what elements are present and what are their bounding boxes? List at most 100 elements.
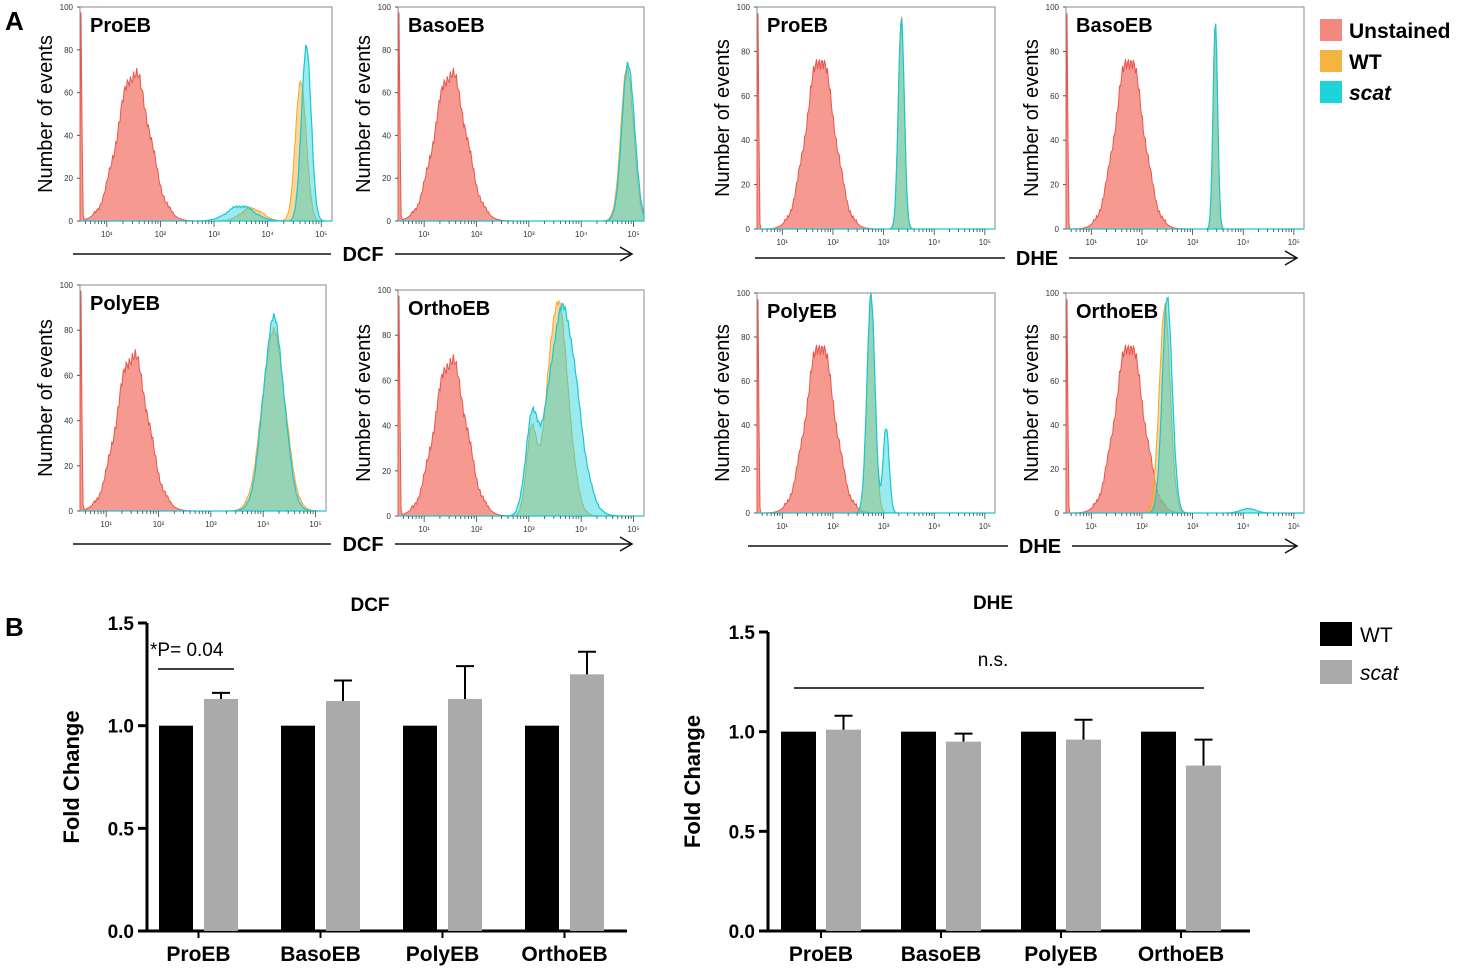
- histogram-title: ProEB: [90, 15, 151, 37]
- x-tick-label: 10¹: [100, 520, 112, 529]
- x-tick-label: 10⁴: [1237, 522, 1250, 531]
- legend-label: WT: [1360, 624, 1393, 647]
- scat-histogram: [757, 293, 995, 514]
- legend-swatch: [1320, 19, 1342, 41]
- significance-label: *P= 0.04: [150, 640, 224, 661]
- bar-chart-dcf: DCF 0.0 0.5 1.0 1.5 Fold Change ProEB BasoEB Pol…: [59, 595, 627, 966]
- x-tick-label: 10³: [523, 230, 535, 239]
- wt-bar: [1021, 731, 1056, 931]
- wt-bar: [159, 725, 193, 931]
- histogram-title: PolyEB: [767, 301, 837, 323]
- y-tick-label: 0: [69, 217, 74, 226]
- y-tick-label: 40: [64, 417, 73, 426]
- bar-chart-title: DCF: [350, 595, 389, 616]
- x-tick-label: OrthoEB: [521, 943, 607, 966]
- histogram-title: PolyEB: [90, 293, 160, 315]
- significance-label: n.s.: [978, 650, 1009, 671]
- y-tick-label: 40: [741, 421, 750, 430]
- legend-swatch: [1320, 660, 1352, 684]
- x-tick-label: 10²: [1136, 238, 1148, 247]
- scat-histogram: [757, 18, 995, 230]
- y-tick-label: 60: [741, 377, 750, 386]
- y-axis-label: Number of events: [712, 39, 734, 197]
- arrow-head: [1284, 538, 1299, 554]
- x-tick-label: 10¹: [418, 230, 430, 239]
- flow-legend-item: Unstained: [1320, 19, 1451, 43]
- y-tick-label: 80: [741, 47, 750, 56]
- y-axis-label: Number of events: [712, 324, 734, 482]
- y-tick-label: 0: [746, 509, 751, 518]
- x-tick-label: 10¹: [777, 522, 789, 531]
- x-arrow-dhe: DHE: [755, 248, 1299, 270]
- bar-charts: DCF 0.0 0.5 1.0 1.5 Fold Change ProEB BasoEB Pol…: [59, 593, 1250, 966]
- y-tick-label: 1.0: [108, 717, 134, 738]
- x-tick-label: 10⁵: [1288, 522, 1300, 531]
- y-tick-label: 20: [1050, 181, 1059, 190]
- x-tick-label: 10²: [1136, 522, 1148, 531]
- x-tick-label: 10²: [471, 230, 483, 239]
- histogram-dcf-proeb: 0 20 40 60 80 100 10¹ 10² 10³ 10⁴ 10⁵ Number of eve…: [35, 3, 333, 239]
- x-tick-label: BasoEB: [280, 943, 361, 966]
- panel-b-label: B: [5, 612, 24, 642]
- y-tick-label: 20: [64, 462, 73, 471]
- legends: Unstained WT scat WT scat: [1320, 19, 1451, 685]
- y-tick-label: 80: [1050, 333, 1059, 342]
- x-tick-label: 10²: [153, 520, 165, 529]
- y-tick-label: 0: [1055, 225, 1060, 234]
- y-tick-label: 40: [382, 422, 391, 431]
- x-tick-label: 10⁴: [928, 522, 941, 531]
- arrow-head: [619, 536, 634, 552]
- y-tick-label: 1.0: [729, 723, 755, 744]
- histogram-title: BasoEB: [1076, 15, 1153, 37]
- y-axis-label: Number of events: [1021, 39, 1043, 197]
- y-tick-label: 60: [64, 371, 73, 380]
- y-tick-label: 60: [741, 92, 750, 101]
- bar-legend-item: WT: [1320, 622, 1393, 647]
- x-tick-label: 10⁴: [1237, 238, 1250, 247]
- y-tick-label: 20: [64, 174, 73, 183]
- x-tick-label: ProEB: [789, 943, 853, 966]
- x-tick-label: 10²: [827, 522, 839, 531]
- x-tick-label: 10²: [471, 525, 483, 534]
- x-tick-label: 10³: [1187, 238, 1199, 247]
- y-axis-label: Number of events: [35, 35, 57, 193]
- x-tick-label: 10¹: [777, 238, 789, 247]
- x-tick-label: 10³: [878, 522, 890, 531]
- x-tick-label: 10⁵: [1288, 238, 1300, 247]
- scat-histogram: [1066, 296, 1304, 514]
- x-tick-label: 10⁵: [315, 230, 327, 239]
- y-tick-label: 1.5: [108, 614, 135, 635]
- arrow-head: [1284, 250, 1299, 266]
- scat-histogram: [80, 313, 326, 512]
- y-tick-label: 100: [60, 281, 74, 290]
- scat-histogram: [1066, 23, 1304, 230]
- x-tick-label: 10⁴: [261, 230, 274, 239]
- y-tick-label: 40: [1050, 136, 1059, 145]
- legend-label: Unstained: [1349, 20, 1451, 43]
- bar-legend-item: scat: [1320, 660, 1400, 685]
- wt-bar: [781, 731, 816, 931]
- x-tick-label: 10³: [878, 238, 890, 247]
- y-tick-label: 0: [387, 512, 392, 521]
- y-tick-label: 60: [382, 89, 391, 98]
- wt-bar: [403, 725, 437, 931]
- y-tick-label: 0: [1055, 509, 1060, 518]
- flow-legend-item: WT: [1320, 50, 1382, 74]
- y-tick-label: 20: [382, 174, 391, 183]
- scat-histogram: [80, 44, 332, 222]
- y-tick-label: 60: [382, 376, 391, 385]
- x-arrow-label: DCF: [342, 534, 383, 556]
- x-arrow-dcf: DCF: [73, 534, 634, 556]
- scat-bar: [448, 698, 482, 931]
- scat-bar: [826, 729, 861, 931]
- x-tick-label: PolyEB: [1024, 943, 1098, 966]
- y-axis-label: Number of events: [1021, 324, 1043, 482]
- x-tick-label: 10⁵: [979, 522, 991, 531]
- x-tick-label: 10¹: [418, 525, 430, 534]
- y-tick-label: 100: [378, 286, 392, 295]
- y-tick-label: 0: [69, 507, 74, 516]
- y-tick-label: 100: [737, 289, 751, 298]
- y-tick-label: 80: [64, 46, 73, 55]
- legend-label: scat: [1360, 662, 1400, 685]
